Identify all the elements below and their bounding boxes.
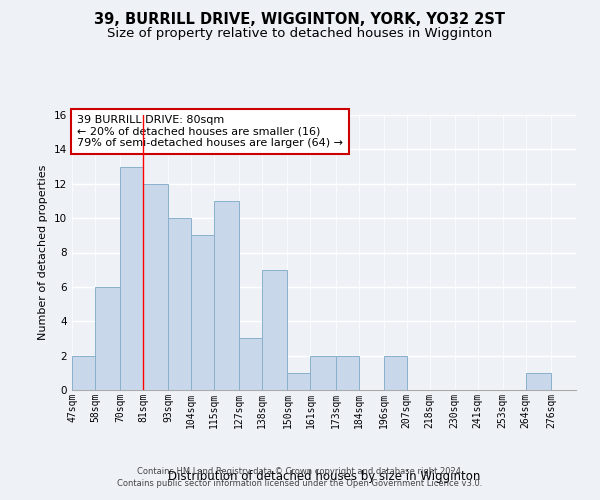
Bar: [383, 356, 407, 390]
Text: Contains public sector information licensed under the Open Government Licence v3: Contains public sector information licen…: [118, 478, 482, 488]
Bar: [262, 270, 287, 390]
Text: Contains HM Land Registry data © Crown copyright and database right 2024.: Contains HM Land Registry data © Crown c…: [137, 467, 463, 476]
Bar: [143, 184, 168, 390]
Bar: [335, 356, 359, 390]
Y-axis label: Number of detached properties: Number of detached properties: [38, 165, 49, 340]
Bar: [287, 373, 310, 390]
Bar: [168, 218, 191, 390]
Bar: [95, 287, 120, 390]
Bar: [526, 373, 551, 390]
Bar: [310, 356, 335, 390]
X-axis label: Distribution of detached houses by size in Wigginton: Distribution of detached houses by size …: [168, 470, 480, 482]
Bar: [120, 166, 143, 390]
Bar: [239, 338, 262, 390]
Text: Size of property relative to detached houses in Wigginton: Size of property relative to detached ho…: [107, 28, 493, 40]
Bar: [72, 356, 95, 390]
Text: 39 BURRILL DRIVE: 80sqm
← 20% of detached houses are smaller (16)
79% of semi-de: 39 BURRILL DRIVE: 80sqm ← 20% of detache…: [77, 115, 343, 148]
Bar: [214, 201, 239, 390]
Bar: [191, 236, 214, 390]
Text: 39, BURRILL DRIVE, WIGGINTON, YORK, YO32 2ST: 39, BURRILL DRIVE, WIGGINTON, YORK, YO32…: [95, 12, 505, 28]
